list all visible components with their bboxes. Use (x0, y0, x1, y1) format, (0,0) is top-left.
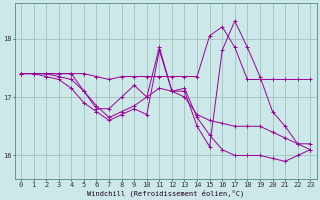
X-axis label: Windchill (Refroidissement éolien,°C): Windchill (Refroidissement éolien,°C) (87, 189, 244, 197)
